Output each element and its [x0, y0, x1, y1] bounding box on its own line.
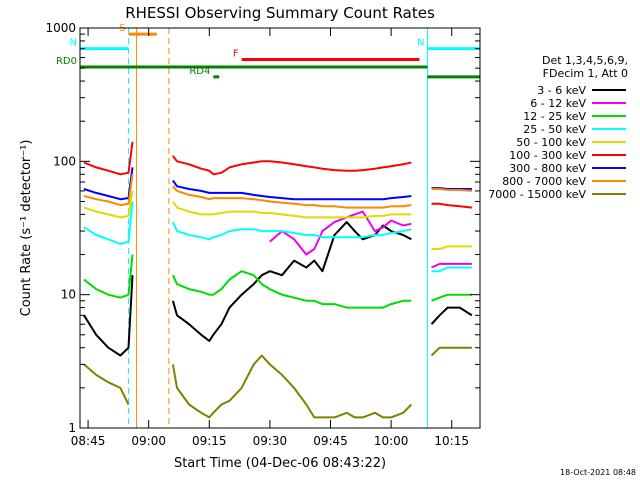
series-line-800-7000-kev-0 [83, 174, 134, 207]
series-line-800-7000-kev-1 [172, 185, 412, 209]
date-stamp: 18-Oct-2021 08:48 [560, 468, 636, 477]
x-tick-label-5: 10:00 [374, 434, 409, 448]
legend-label-300-800-kev: 300 - 800 keV [509, 162, 586, 175]
series-line-7000-15000-kev-1 [171, 354, 413, 419]
x-tick-label-1: 09:00 [131, 434, 166, 448]
series-line-800-7000-kev-2 [431, 188, 472, 192]
y-axis-label: Count Rate (s⁻¹ detector⁻¹) [19, 140, 34, 317]
y-tick-label-0: 1 [68, 421, 76, 435]
legend: Det 1,3,4,5,6,9, FDecim 1, Att 0 3 - 6 k… [488, 54, 628, 201]
series-line-100-300-kev-1 [172, 155, 412, 176]
series-line-6-12-kev-1 [431, 262, 472, 269]
legend-label-3-6-kev: 3 - 6 keV [537, 84, 586, 97]
legend-header-line-1: Det 1,3,4,5,6,9, [542, 54, 628, 67]
chart-title: RHESSI Observing Summary Count Rates [125, 4, 435, 22]
legend-label-12-25-kev: 12 - 25 keV [523, 110, 586, 123]
legend-header-line-2: FDecim 1, Att 0 [543, 67, 628, 80]
series-line-100-300-kev-0 [83, 141, 134, 176]
x-tick-label-6: 10:15 [434, 434, 469, 448]
legend-label-7000-15000-kev: 7000 - 15000 keV [488, 188, 586, 201]
series-line-50-100-kev-2 [431, 245, 472, 250]
x-tick-label-4: 09:45 [313, 434, 348, 448]
x-tick-label-0: 08:45 [71, 434, 106, 448]
plot-background [80, 28, 480, 428]
series-line-3-6-kev-2 [430, 306, 473, 325]
series-line-300-800-kev-1 [172, 179, 412, 201]
series-line-25-50-kev-0 [83, 201, 134, 245]
legend-label-100-300-kev: 100 - 300 keV [509, 149, 586, 162]
annotation-label-4: RD0 [56, 56, 77, 67]
series-line-12-25-kev-0 [83, 254, 134, 299]
legend-label-25-50-kev: 25 - 50 keV [523, 123, 586, 136]
annotation-label-2: N [417, 38, 424, 49]
y-tick-label-2: 100 [53, 154, 76, 168]
series-line-25-50-kev-2 [431, 266, 472, 273]
legend-label-6-12-kev: 6 - 12 keV [530, 97, 586, 110]
annotation-label-0: S [119, 23, 125, 34]
y-tick-label-3: 1000 [45, 21, 76, 35]
series-line-50-100-kev-1 [172, 200, 412, 219]
axes: 08:45 09:00 09:15 09:30 09:45 10:00 10:15 1 10 10… [45, 21, 480, 448]
plot-frame [79, 27, 481, 429]
series-line-7000-15000-kev-2 [430, 346, 472, 357]
legend-label-50-100-kev: 50 - 100 keV [516, 136, 586, 149]
series-line-12-25-kev-2 [431, 293, 472, 302]
annotation-label-3: F [233, 49, 239, 60]
annotation-label-5: RD4 [189, 66, 210, 77]
series-line-100-300-kev-2 [431, 202, 473, 209]
series-line-25-50-kev-1 [171, 221, 412, 241]
y-tick-label-1: 10 [61, 288, 76, 302]
legend-label-800-7000-kev: 800 - 7000 keV [502, 175, 586, 188]
series-line-50-100-kev-0 [83, 190, 134, 219]
series-line-7000-15000-kev-0 [83, 363, 130, 405]
series-line-12-25-kev-1 [171, 270, 412, 309]
plot-area: S N N F RD0 RD4 [56, 23, 481, 428]
x-tick-label-2: 09:15 [192, 434, 227, 448]
series-line-3-6-kev-0 [83, 275, 134, 357]
annotation-label-1: N [70, 38, 77, 49]
x-axis-label: Start Time (04-Dec-06 08:43:22) [174, 456, 386, 471]
x-tick-label-3: 09:30 [253, 434, 288, 448]
